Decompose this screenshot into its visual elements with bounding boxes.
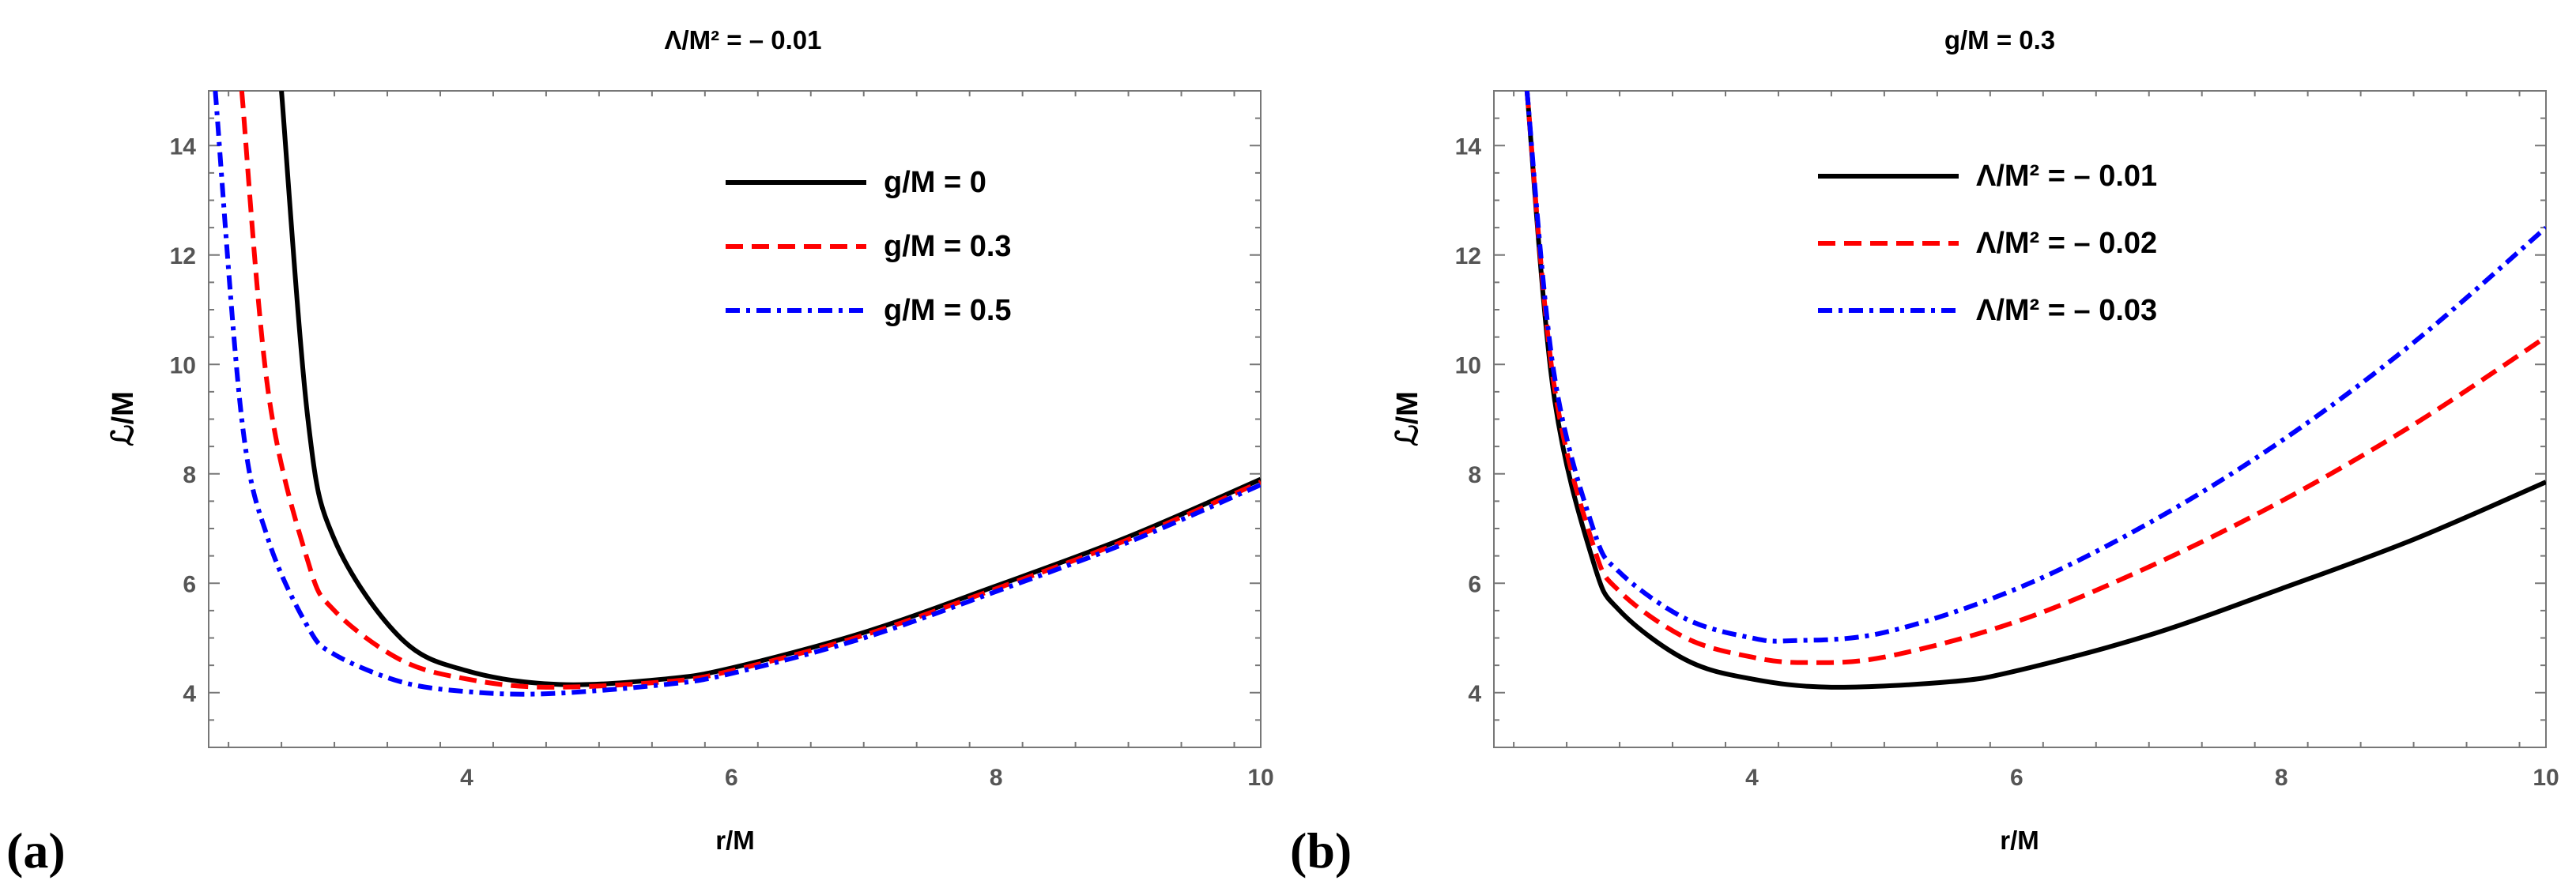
y-tick-label: 6: [1468, 571, 1481, 597]
panel-a-ticks: [209, 90, 1261, 747]
y-tick-label: 10: [170, 352, 196, 378]
legend-label: Λ/M² = – 0.03: [1976, 294, 2157, 327]
panel-a-series-lines: [213, 91, 1261, 697]
series-line-2: [239, 91, 1261, 690]
y-tick-label: 8: [183, 462, 196, 488]
y-tick-label: 14: [170, 134, 197, 160]
panel-a-x-tick-labels: 4 6 8 10: [460, 765, 1274, 791]
series-line-2: [1524, 91, 2546, 665]
x-tick-label: 6: [725, 765, 738, 791]
panel-b-series-lines: [1524, 91, 2546, 690]
panel-b-x-tick-labels: 4 6 8 10: [1745, 765, 2559, 791]
panel-b-title: g/M = 0.3: [1944, 25, 2055, 55]
legend-label: g/M = 0: [884, 166, 986, 199]
x-tick-label: 10: [1247, 765, 1273, 791]
panel-b-legend: Λ/M² = – 0.01 Λ/M² = – 0.02 Λ/M² = – 0.03: [1818, 160, 2157, 327]
y-tick-label: 12: [170, 243, 196, 269]
legend-label: Λ/M² = – 0.01: [1976, 160, 2157, 193]
x-tick-label: 10: [2533, 765, 2559, 791]
y-tick-label: 6: [183, 571, 196, 597]
panel-a-tag: (a): [6, 822, 66, 879]
panel-b-y-label: ℒ/M: [1391, 391, 1424, 446]
series-line-1: [1524, 91, 2546, 690]
x-tick-label: 6: [2010, 765, 2023, 791]
y-tick-label: 14: [1455, 134, 1482, 160]
panel-b-ticks: [1494, 90, 2546, 747]
legend-label: g/M = 0.5: [884, 294, 1012, 327]
series-line-1: [279, 91, 1261, 687]
x-tick-label: 4: [1745, 765, 1759, 791]
y-tick-label: 4: [183, 681, 196, 707]
y-tick-label: 8: [1468, 462, 1481, 488]
series-line-3: [213, 91, 1261, 697]
legend-label: g/M = 0.3: [884, 230, 1012, 263]
panel-a-plot-frame: [208, 90, 1262, 748]
panel-b-x-label: r/M: [2000, 826, 2039, 855]
x-tick-label: 8: [2275, 765, 2288, 791]
panel-a-x-label: r/M: [715, 826, 755, 855]
panel-a-title: Λ/M² = – 0.01: [664, 25, 821, 55]
panel-b-tag: (b): [1290, 822, 1352, 879]
x-tick-label: 8: [990, 765, 1003, 791]
panel-a-y-tick-labels: 4 6 8 10 12 14: [170, 134, 197, 707]
y-tick-label: 10: [1455, 352, 1481, 378]
panel-a-y-label: ℒ/M: [107, 391, 140, 446]
panel-b-y-tick-labels: 4 6 8 10 12 14: [1455, 134, 1482, 707]
y-tick-label: 4: [1468, 681, 1481, 707]
y-tick-label: 12: [1455, 243, 1481, 269]
panel-a-legend: g/M = 0 g/M = 0.3 g/M = 0.5: [726, 166, 1012, 327]
series-line-3: [1524, 91, 2546, 644]
x-tick-label: 4: [460, 765, 473, 791]
legend-label: Λ/M² = – 0.02: [1976, 227, 2157, 260]
